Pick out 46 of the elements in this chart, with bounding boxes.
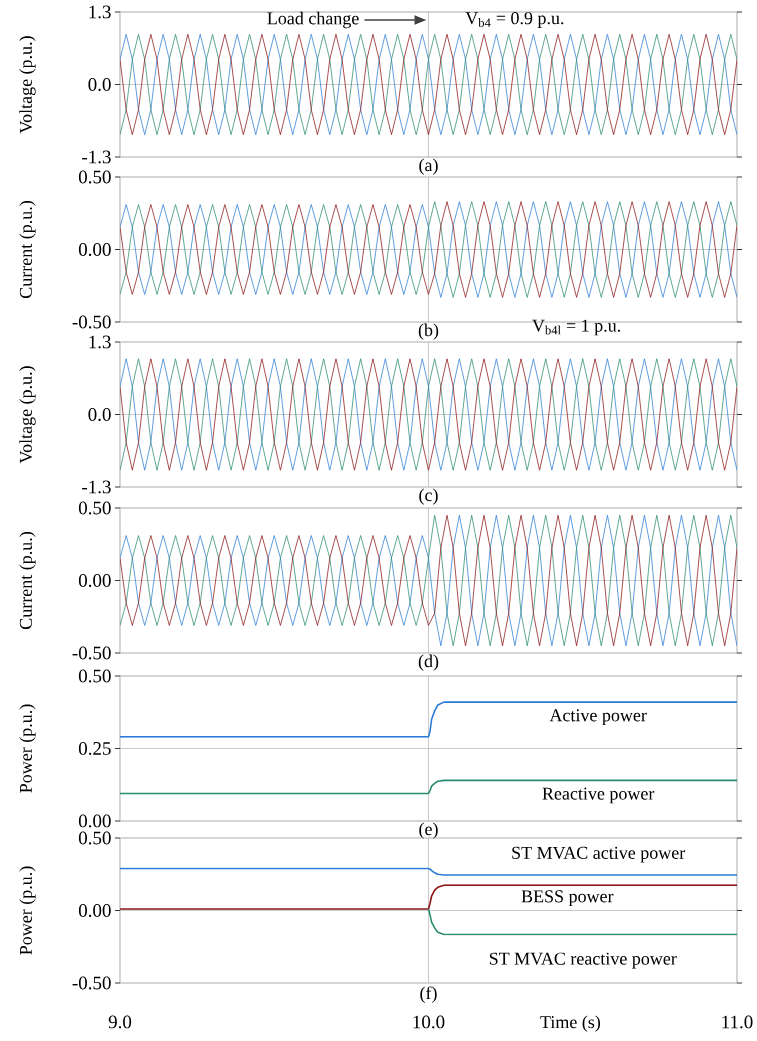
y-axis-title: Current (p.u.): [19, 201, 36, 299]
x-axis-title: (a): [419, 158, 438, 175]
y-axis-title: Current (p.u.): [19, 532, 36, 630]
annotation: Load change: [267, 11, 359, 29]
y-tick-label: 0.00: [78, 814, 111, 828]
series-label: Active power: [549, 709, 647, 726]
y-tick-label: 0.50: [78, 831, 111, 845]
line-series: [120, 201, 737, 298]
y-axis-title: Power (p.u.): [19, 704, 36, 793]
y-tick-label: 0.0: [88, 408, 111, 421]
annotation: V$_{b4}$ = 0.9 p.u.: [465, 12, 564, 28]
text: (f): [420, 986, 437, 1003]
x-tick-label: 11.0: [722, 1015, 753, 1029]
y-axis-title: Voltage (p.u.): [19, 36, 36, 134]
line-series: [120, 358, 737, 471]
y-tick-label: 0.50: [78, 669, 111, 683]
x-axis-title: (b): [418, 323, 439, 340]
y-tick-label: -0.50: [72, 315, 111, 329]
y-tick-label: -1.3: [82, 480, 111, 494]
y-tick-label: 0.00: [78, 904, 111, 917]
y-tick-label: 1.3: [89, 5, 111, 19]
series-label: ST MVAC active power: [512, 846, 686, 863]
y-tick-label: 0.0: [88, 78, 111, 91]
annotation: V$_{b4l}$ = 1 p.u.: [532, 319, 621, 336]
y-tick-label: 0.50: [78, 170, 111, 184]
y-tick-label: 0.00: [78, 243, 111, 256]
series-label: BESS power: [521, 890, 614, 907]
y-tick-label: -1.3: [82, 150, 111, 164]
x-tick-label: 9.0: [108, 1015, 132, 1029]
series-label: ST MVAC reactive power: [489, 952, 677, 969]
y-tick-label: 0.50: [78, 501, 111, 515]
y-axis-title: Power (p.u.): [19, 866, 36, 955]
line-series: [120, 33, 737, 136]
y-tick-label: 0.00: [78, 574, 111, 587]
x-axis-title: (c): [419, 488, 438, 505]
x-axis-title: (d): [418, 654, 439, 671]
x-tick-label: 10.0: [413, 1015, 445, 1029]
y-tick-label: -0.50: [72, 646, 111, 660]
y-tick-label: 1.3: [89, 335, 111, 349]
line-series: [120, 514, 737, 647]
y-axis-title: Voltage (p.u.): [19, 366, 36, 464]
x-axis-title: (e): [419, 822, 438, 839]
series-label: Reactive power: [542, 787, 655, 804]
x-axis-title: Time (s): [540, 1015, 601, 1032]
y-tick-label: -0.50: [72, 976, 111, 990]
y-tick-label: 0.25: [78, 742, 111, 755]
